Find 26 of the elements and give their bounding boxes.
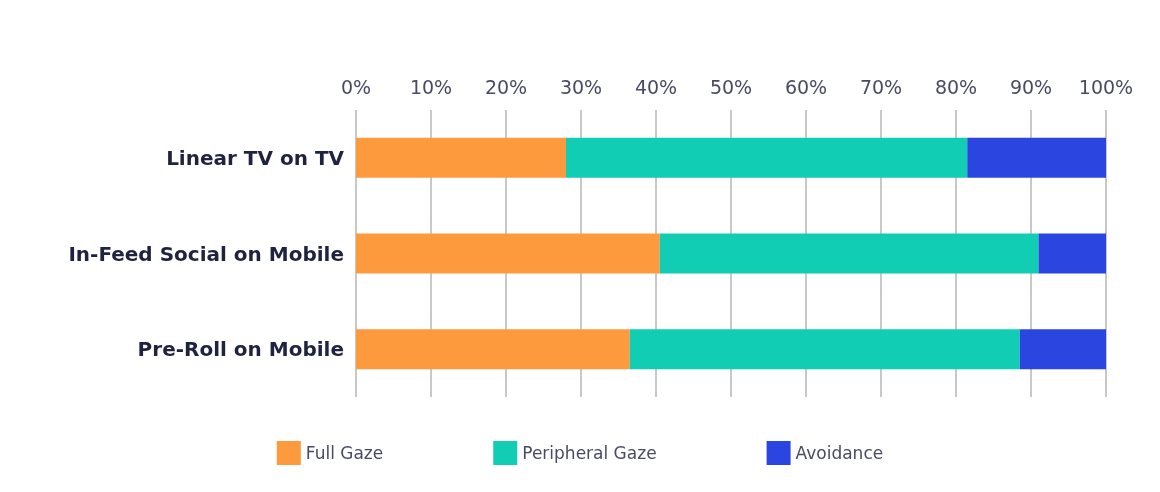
- x-tick-label: 50%: [709, 75, 753, 98]
- x-tick-label: 30%: [559, 75, 603, 98]
- y-tick-label: In-Feed Social on Mobile: [68, 241, 344, 266]
- legend-label: Peripheral Gaze: [522, 443, 657, 463]
- bar: [629, 329, 1020, 370]
- x-tick-label: 80%: [934, 75, 978, 98]
- bar: [1019, 329, 1106, 370]
- bar: [356, 329, 630, 370]
- x-tick-label: 20%: [484, 75, 528, 98]
- x-tick-label: 90%: [1009, 75, 1053, 98]
- bar: [967, 137, 1106, 178]
- bar: [356, 137, 566, 178]
- y-tick-label: Pre-Roll on Mobile: [137, 337, 344, 362]
- bar: [659, 233, 1039, 274]
- bar: [566, 137, 968, 178]
- x-tick-label: 40%: [634, 75, 678, 98]
- x-tick-label: 100%: [1078, 75, 1134, 98]
- x-tick-label: 0%: [340, 75, 372, 98]
- y-tick-label: Linear TV on TV: [166, 145, 345, 170]
- bar: [356, 233, 660, 274]
- x-tick-label: 10%: [409, 75, 453, 98]
- legend-label: Full Gaze: [305, 443, 384, 463]
- x-tick-label: 70%: [859, 75, 903, 98]
- legend-label: Avoidance: [795, 443, 884, 463]
- x-tick-label: 60%: [784, 75, 828, 98]
- bar: [1038, 233, 1106, 274]
